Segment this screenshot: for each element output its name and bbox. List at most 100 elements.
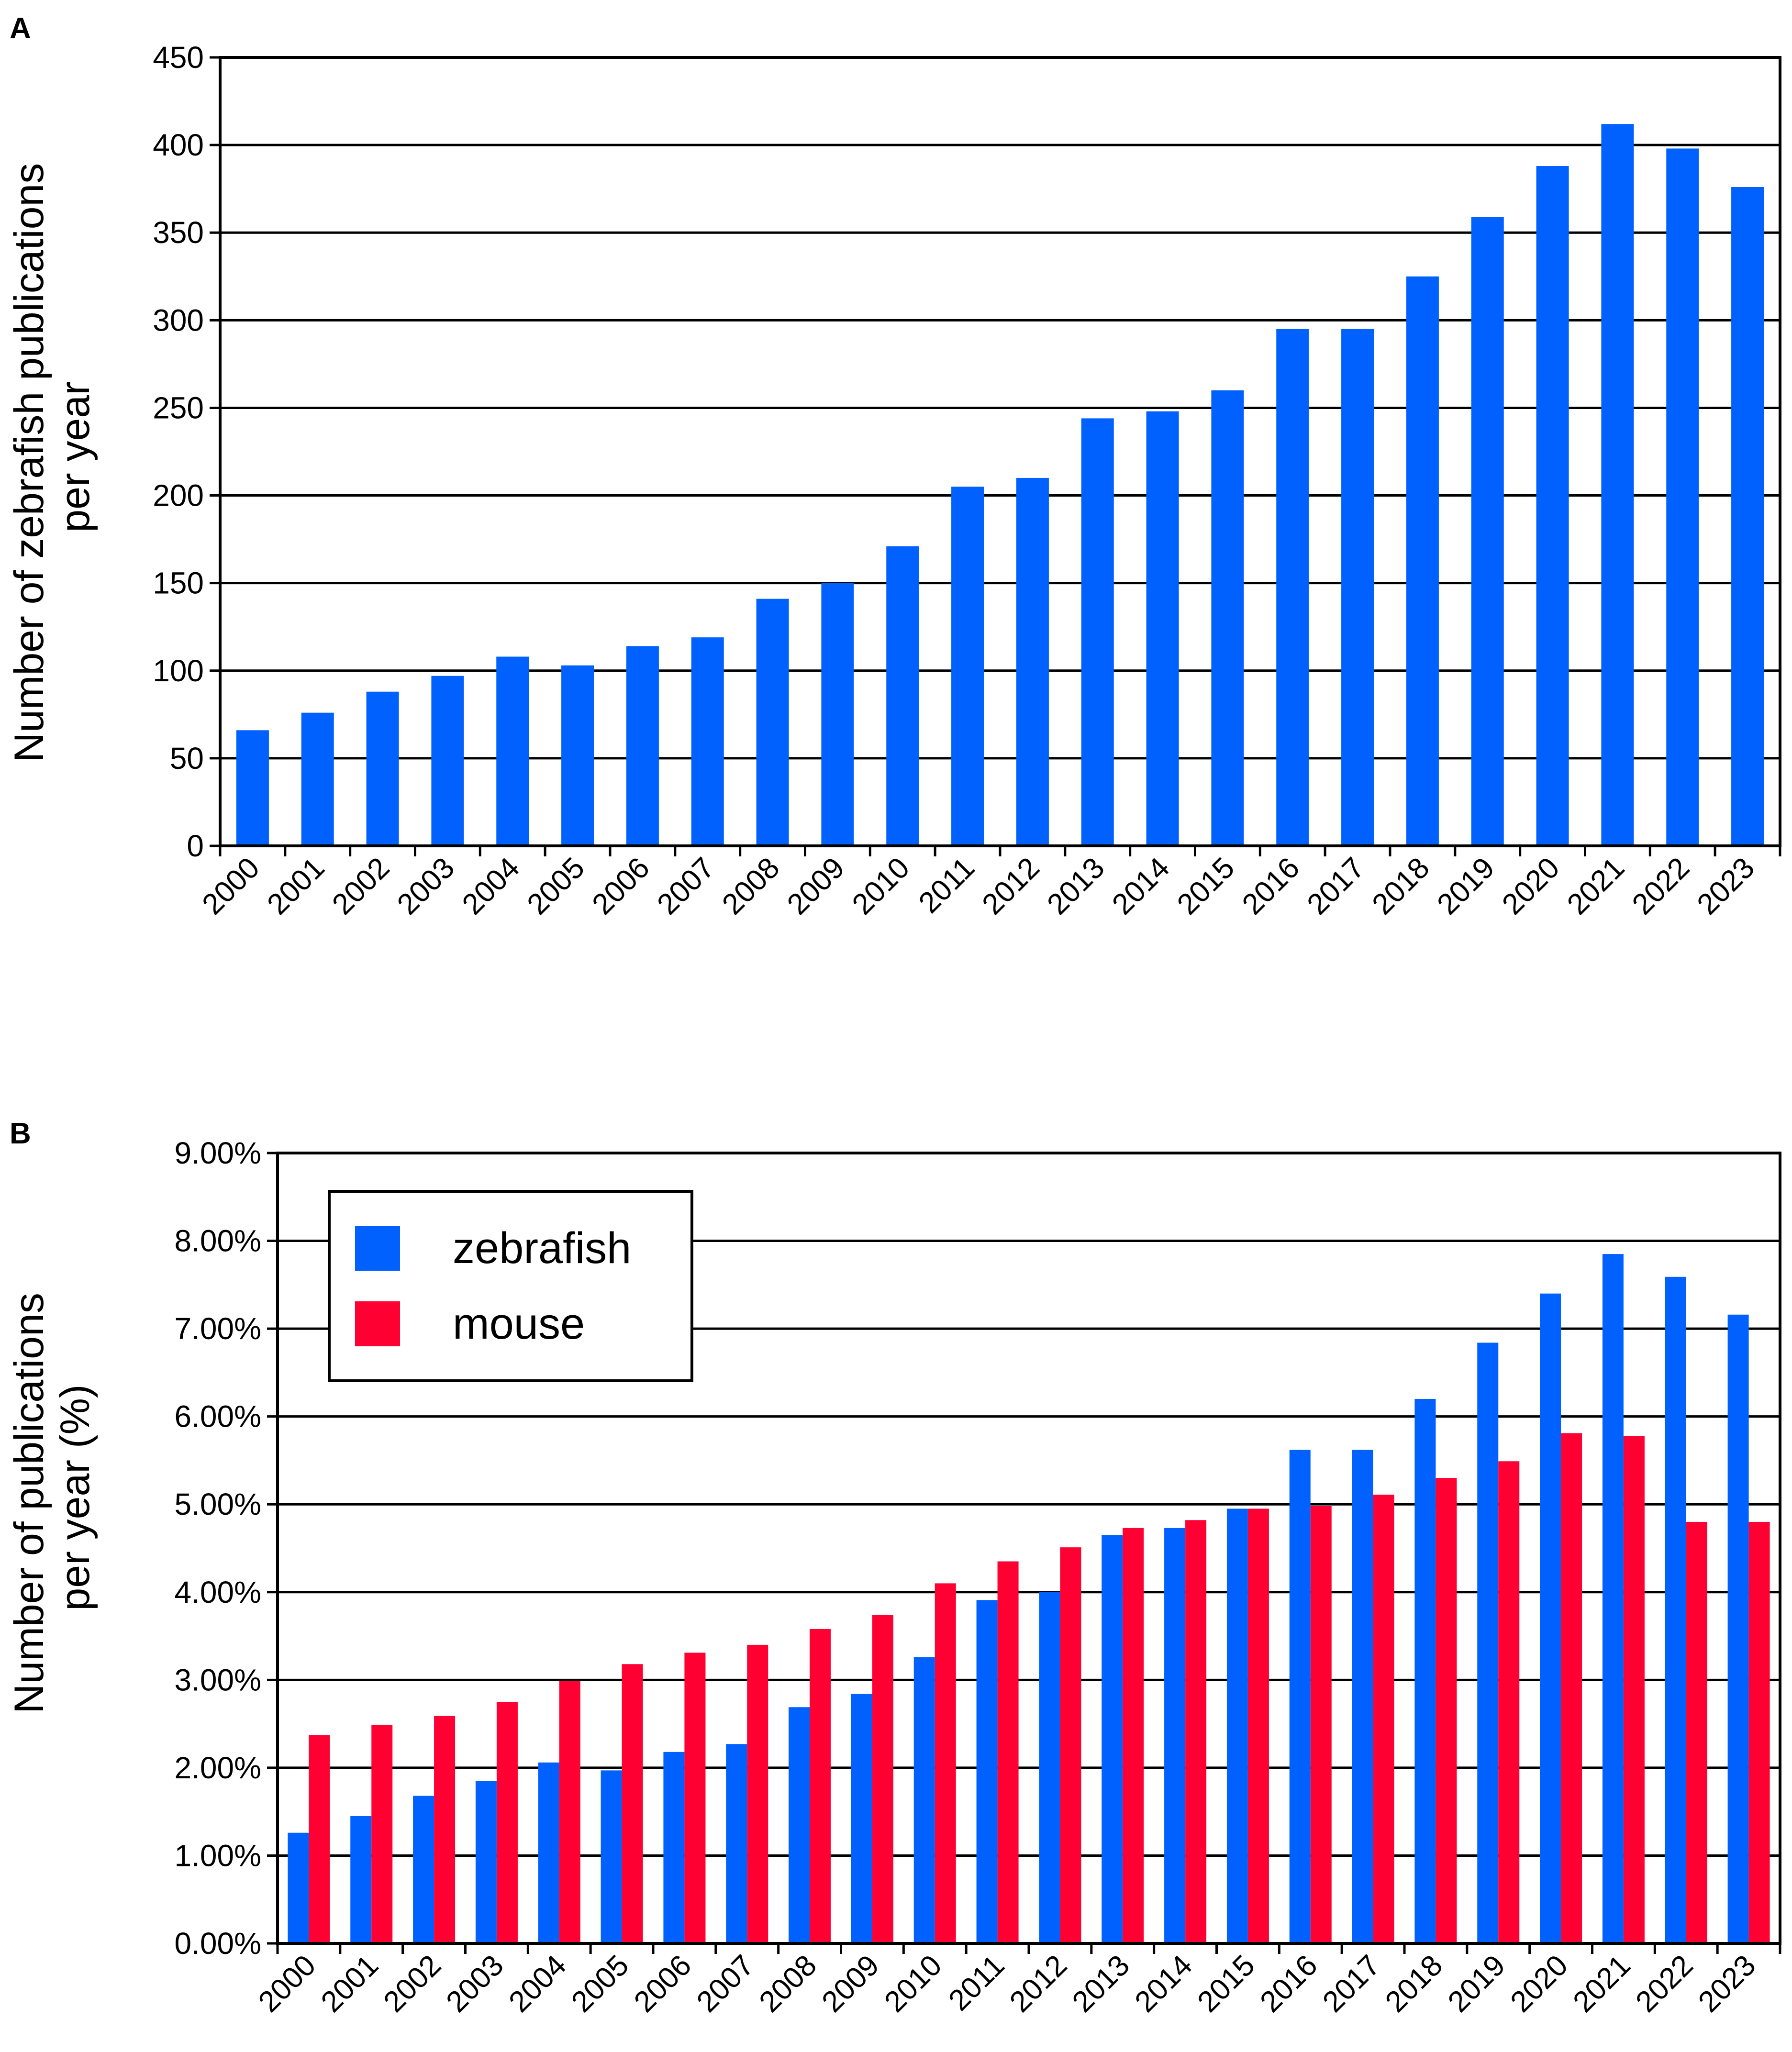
panel-a-y-axis-title: Number of zebrafish publications per yea… bbox=[6, 152, 98, 762]
b-x-tick-label-2003: 2003 bbox=[440, 1949, 510, 2019]
a-y-tick-label: 200 bbox=[153, 478, 204, 513]
b-bar-mouse-2011 bbox=[997, 1561, 1019, 1943]
a-y-tick-label: 0 bbox=[187, 829, 204, 863]
b-bar-zebrafish-2019 bbox=[1477, 1342, 1499, 1943]
panel-b-y-axis-title-line-2: per year (%) bbox=[52, 1384, 98, 1610]
a-bar-zebrafish-2009 bbox=[821, 583, 854, 846]
a-y-tick-label: 150 bbox=[153, 566, 204, 600]
b-x-tick-label-2012: 2012 bbox=[1003, 1949, 1073, 2019]
legend-swatch-mouse bbox=[355, 1301, 400, 1346]
a-x-tick-label-2005: 2005 bbox=[521, 851, 591, 921]
a-x-tick-label-2004: 2004 bbox=[456, 851, 526, 921]
a-bar-zebrafish-2020 bbox=[1536, 166, 1569, 846]
a-y-tick-label: 50 bbox=[170, 741, 204, 776]
b-x-tick-label-2009: 2009 bbox=[815, 1949, 885, 2019]
a-bar-zebrafish-2005 bbox=[561, 665, 594, 846]
a-bar-zebrafish-2000 bbox=[236, 730, 269, 846]
a-bar-zebrafish-2010 bbox=[886, 546, 919, 846]
b-bar-mouse-2013 bbox=[1123, 1528, 1144, 1943]
b-bar-zebrafish-2018 bbox=[1414, 1398, 1436, 1943]
b-y-tick-label: 7.00% bbox=[175, 1311, 261, 1346]
b-plot-frame bbox=[276, 1152, 1781, 1945]
a-bar-zebrafish-2004 bbox=[496, 656, 529, 846]
b-y-tick-label: 3.00% bbox=[175, 1663, 261, 1697]
b-x-tick-label-2018: 2018 bbox=[1379, 1949, 1449, 2019]
panel-b-publication-share-chart: B Number of publications per year (%) 0.… bbox=[6, 1117, 1781, 2019]
b-bar-zebrafish-2016 bbox=[1289, 1450, 1311, 1943]
a-x-tick-label-2008: 2008 bbox=[716, 851, 786, 921]
b-bar-zebrafish-2005 bbox=[601, 1770, 622, 1943]
a-x-tick-label-2020: 2020 bbox=[1496, 851, 1566, 921]
b-bar-zebrafish-2012 bbox=[1039, 1592, 1060, 1943]
b-bar-zebrafish-2006 bbox=[663, 1752, 685, 1943]
b-x-tick-label-2013: 2013 bbox=[1066, 1949, 1136, 2019]
a-x-tick-label-2019: 2019 bbox=[1431, 851, 1501, 921]
b-x-tick-label-2006: 2006 bbox=[628, 1949, 698, 2019]
panel-a-y-axis-title-line-1: Number of zebrafish publications bbox=[6, 163, 52, 762]
b-x-tick-label-2020: 2020 bbox=[1504, 1949, 1574, 2019]
b-x-tick-label-2015: 2015 bbox=[1191, 1949, 1261, 2019]
b-x-tick-label-2023: 2023 bbox=[1692, 1949, 1762, 2019]
a-x-tick-label-2003: 2003 bbox=[391, 851, 461, 921]
b-x-tick-label-2008: 2008 bbox=[753, 1949, 823, 2019]
b-bar-zebrafish-2002 bbox=[413, 1796, 434, 1943]
b-bar-mouse-2000 bbox=[309, 1735, 330, 1943]
b-y-tick-label: 9.00% bbox=[175, 1136, 261, 1170]
b-y-tick-label: 4.00% bbox=[175, 1575, 261, 1609]
b-bar-mouse-2005 bbox=[622, 1664, 643, 1943]
b-bar-mouse-2019 bbox=[1498, 1461, 1520, 1943]
b-bar-mouse-2010 bbox=[935, 1583, 956, 1943]
a-bar-zebrafish-2021 bbox=[1601, 124, 1634, 846]
a-x-tick-label-2000: 2000 bbox=[196, 851, 266, 921]
b-x-tick-label-2011: 2011 bbox=[942, 1949, 1011, 2017]
b-bar-zebrafish-2000 bbox=[288, 1832, 309, 1943]
b-y-tick-label: 2.00% bbox=[175, 1751, 261, 1785]
a-bar-zebrafish-2023 bbox=[1731, 187, 1764, 846]
b-bar-mouse-2008 bbox=[810, 1629, 831, 1943]
b-bar-mouse-2007 bbox=[747, 1644, 768, 1943]
b-x-tick-label-2014: 2014 bbox=[1129, 1949, 1199, 2019]
panel-b-x-tick-labels: 2000200120022003200420052006200720082009… bbox=[252, 1949, 1762, 2019]
b-bar-mouse-2017 bbox=[1373, 1495, 1394, 1943]
b-bar-mouse-2018 bbox=[1436, 1478, 1457, 1943]
a-y-tick-label: 250 bbox=[153, 390, 204, 425]
legend-swatch-zebrafish bbox=[355, 1226, 400, 1271]
panel-b-legend: zebrafish mouse bbox=[328, 1190, 693, 1382]
a-bar-zebrafish-2022 bbox=[1666, 148, 1699, 846]
b-bar-mouse-2023 bbox=[1748, 1521, 1770, 1943]
a-x-tick-label-2014: 2014 bbox=[1106, 851, 1176, 921]
b-x-tick-label-2005: 2005 bbox=[565, 1949, 635, 2019]
a-bar-zebrafish-2001 bbox=[301, 712, 334, 846]
a-x-tick-label-2007: 2007 bbox=[651, 851, 721, 921]
b-bar-mouse-2021 bbox=[1623, 1436, 1645, 1943]
a-bar-zebrafish-2012 bbox=[1016, 477, 1049, 846]
panel-b-y-axis-title: Number of publications per year (%) bbox=[6, 1281, 98, 1713]
a-y-tick-label: 300 bbox=[153, 303, 204, 337]
b-x-tick-label-2010: 2010 bbox=[878, 1949, 948, 2019]
b-y-tick-label: 8.00% bbox=[175, 1224, 261, 1258]
a-x-tick-label-2010: 2010 bbox=[846, 851, 916, 921]
b-bar-zebrafish-2008 bbox=[789, 1707, 810, 1943]
panel-a-y-axis-title-line-2: per year bbox=[52, 381, 98, 532]
a-x-tick-label-2023: 2023 bbox=[1691, 851, 1761, 921]
a-x-tick-label-2012: 2012 bbox=[976, 851, 1046, 921]
b-bar-zebrafish-2015 bbox=[1226, 1508, 1248, 1943]
b-bar-mouse-2022 bbox=[1686, 1521, 1707, 1943]
b-bar-zebrafish-2007 bbox=[726, 1744, 747, 1943]
b-y-tick-label: 1.00% bbox=[175, 1838, 261, 1873]
b-y-tick-label: 6.00% bbox=[175, 1399, 261, 1434]
a-bar-zebrafish-2007 bbox=[691, 637, 724, 846]
panel-a-y-tick-labels: 0 50 100 150 200 250 300 350 400 450 bbox=[153, 40, 204, 863]
b-bar-mouse-2001 bbox=[371, 1724, 393, 1943]
b-bar-mouse-2009 bbox=[872, 1615, 893, 1943]
b-bar-mouse-2014 bbox=[1185, 1520, 1207, 1943]
a-bar-zebrafish-2006 bbox=[626, 646, 659, 846]
b-bar-zebrafish-2009 bbox=[851, 1694, 872, 1943]
a-y-tick-label: 350 bbox=[153, 215, 204, 250]
panel-b-bars bbox=[288, 1254, 1770, 1943]
panel-b-axes bbox=[267, 1152, 1781, 1954]
b-bar-zebrafish-2020 bbox=[1540, 1293, 1561, 1943]
b-bar-mouse-2012 bbox=[1060, 1547, 1081, 1943]
a-bar-zebrafish-2003 bbox=[431, 676, 464, 846]
legend-label-mouse: mouse bbox=[453, 1299, 585, 1348]
